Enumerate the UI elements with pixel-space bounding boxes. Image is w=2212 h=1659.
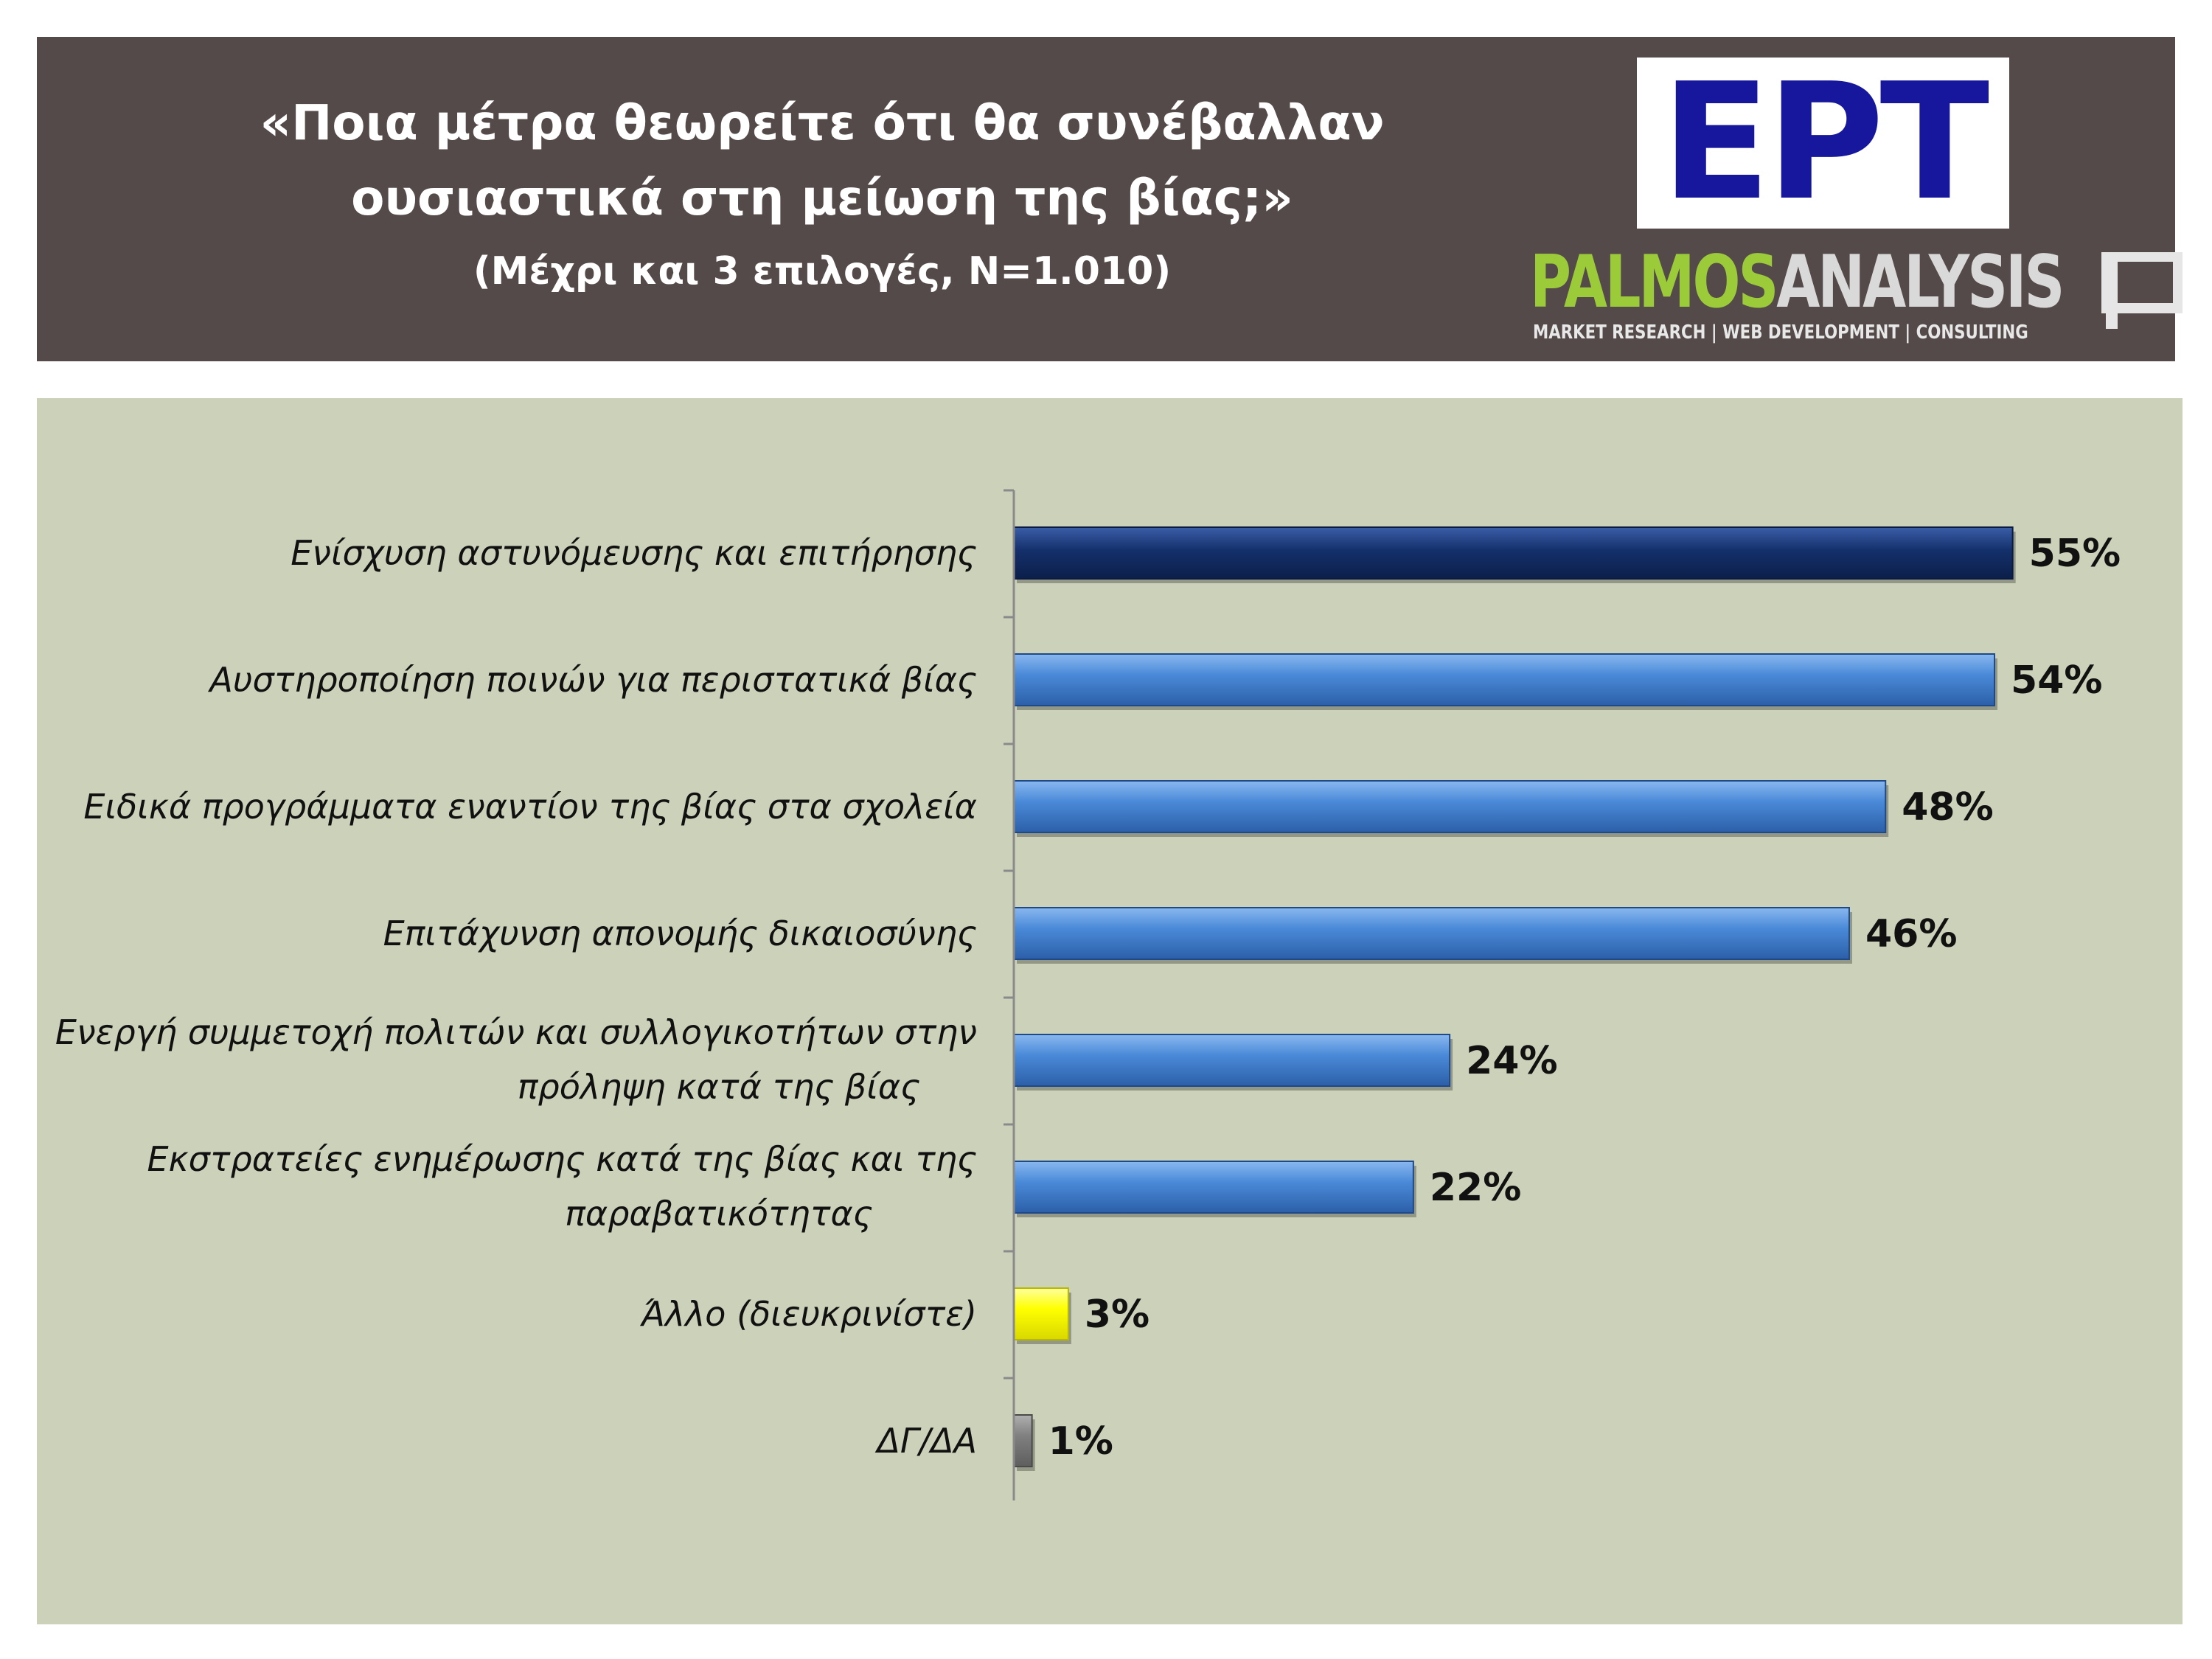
category-label-line2: παραβατικότητας — [565, 1194, 873, 1234]
value-label: 3% — [1085, 1293, 1150, 1337]
category-label: Ενίσχυση αστυνόμευσης και επιτήρησης — [291, 533, 977, 573]
value-label: 55% — [2029, 532, 2121, 576]
title-line-1: «Ποια μέτρα θεωρείτε ότι θα συνέβαλλαν — [260, 94, 1385, 151]
value-label: 48% — [1902, 785, 1993, 830]
chart-panel: 55% Ενίσχυση αστυνόμευσης και επιτήρησης 5… — [37, 398, 2183, 1624]
bar — [1013, 1414, 1033, 1467]
value-label: 24% — [1466, 1039, 1557, 1083]
category-label: Άλλο (διευκρινίστε) — [639, 1294, 977, 1334]
category-label-line2: πρόληψη κατά της βίας — [518, 1067, 920, 1107]
value-label: 22% — [1430, 1166, 1521, 1210]
bar — [1013, 1287, 1069, 1340]
value-label: 46% — [1865, 912, 1957, 956]
bar — [1013, 1161, 1414, 1214]
palmos-logo-part1: PALMOS — [1530, 240, 1778, 324]
bar — [1013, 1034, 1451, 1087]
title-line-2: ουσιαστικά στη μείωση της βίας;» — [351, 170, 1293, 226]
header-banner: «Ποια μέτρα θεωρείτε ότι θα συνέβαλλαν ο… — [37, 37, 2183, 361]
bar — [1013, 907, 1850, 960]
palmos-logo-name: PALMOSANALYSIS — [1530, 240, 2065, 324]
value-label: 54% — [2011, 658, 2102, 703]
palmos-logo-part2: ANALYSIS — [1776, 240, 2065, 324]
category-label: Ενεργή συμμετοχή πολιτών και συλλογικοτή… — [55, 1012, 977, 1052]
subtitle: (Μέχρι και 3 επιλογές, Ν=1.010) — [473, 249, 1172, 293]
palmos-p-mark-icon — [2101, 252, 2183, 329]
ert-logo-text: ΕΡΤ — [1660, 49, 1989, 236]
category-label: Εκστρατείες ενημέρωσης κατά της βίας και… — [147, 1139, 977, 1179]
ert-logo: ΕΡΤ — [1637, 58, 2009, 229]
bar — [1013, 526, 2014, 580]
bar — [1013, 653, 1996, 706]
value-label: 1% — [1048, 1419, 1113, 1464]
category-label: Επιτάχυνση απονομής δικαιοσύνης — [383, 914, 977, 953]
palmos-logo-tagline: MARKET RESEARCH | WEB DEVELOPMENT | CONS… — [1533, 321, 2028, 344]
bar — [1013, 780, 1887, 833]
bar-chart: 55% Ενίσχυση αστυνόμευσης και επιτήρησης 5… — [55, 489, 2121, 1500]
category-label: Ειδικά προγράμματα εναντίον της βίας στα… — [83, 787, 977, 827]
category-label: ΔΓ/ΔΑ — [874, 1421, 977, 1461]
palmos-analysis-logo: PALMOSANALYSIS MARKET RESEARCH | WEB DEV… — [1530, 242, 2194, 360]
category-label: Αυστηροποίηση ποινών για περιστατικά βία… — [207, 660, 977, 700]
